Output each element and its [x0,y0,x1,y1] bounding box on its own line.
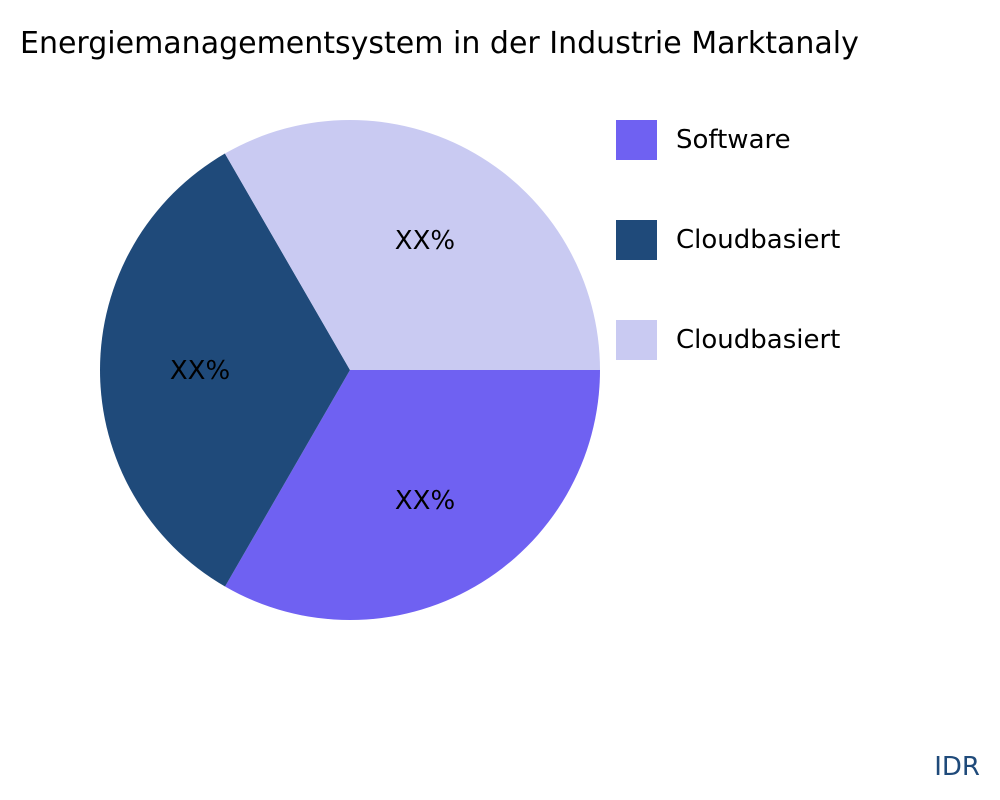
legend-label: Cloudbasiert [676,325,841,355]
legend-swatch [616,120,657,160]
legend-label: Cloudbasiert [676,225,841,255]
slice-data-label: XX% [170,356,230,386]
pie-slice-0 [225,370,600,621]
legend-swatch [616,220,657,260]
chart-title: Energiemanagementsystem in der Industrie… [20,26,859,61]
legend-swatch [616,320,657,360]
legend-label: Software [676,125,791,155]
legend-item: Cloudbasiert [616,220,840,260]
pie-slice-2 [224,119,601,371]
legend-item: Cloudbasiert [616,320,840,360]
legend-item: Software [616,120,791,160]
slice-data-label: XX% [395,486,455,516]
pie-slice-1 [100,153,350,587]
slice-data-label: XX% [395,226,455,256]
watermark-logo: IDR [934,752,980,782]
